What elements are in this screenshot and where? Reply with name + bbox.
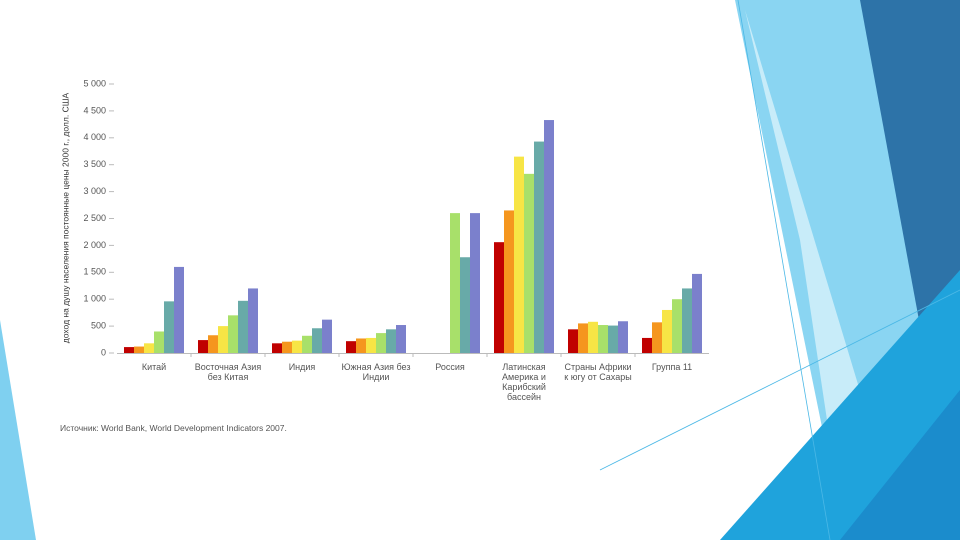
bar bbox=[218, 326, 228, 353]
bar bbox=[642, 337, 652, 353]
bar bbox=[568, 329, 578, 353]
x-tick-label: Индия bbox=[288, 362, 316, 372]
x-tick-label: Страны Африки к югу от Сахары bbox=[564, 362, 632, 382]
bar bbox=[618, 321, 628, 353]
bar bbox=[504, 210, 514, 353]
y-axis-title: доход на душу населения постоянные цены … bbox=[60, 92, 70, 343]
bar bbox=[534, 141, 544, 353]
bar bbox=[134, 346, 144, 353]
bar bbox=[366, 337, 376, 353]
y-tick-label: 3 000 bbox=[83, 186, 106, 196]
bar bbox=[386, 329, 396, 353]
bar bbox=[322, 319, 332, 353]
y-tick-label: 1 500 bbox=[83, 267, 106, 277]
x-tick-label: Группа 11 bbox=[651, 362, 693, 372]
bar bbox=[312, 328, 322, 353]
bar bbox=[682, 288, 692, 353]
bar bbox=[302, 335, 312, 353]
deco-shape bbox=[0, 320, 36, 540]
bar bbox=[238, 300, 248, 353]
y-tick-label: 3 500 bbox=[83, 159, 106, 169]
bar bbox=[292, 340, 302, 353]
bar bbox=[608, 325, 618, 353]
x-tick-label: Россия bbox=[435, 362, 465, 372]
bar bbox=[174, 266, 184, 353]
bar bbox=[470, 213, 480, 353]
x-tick-label: Восточная Азия без Китая bbox=[194, 362, 262, 382]
bar bbox=[248, 288, 258, 353]
bar bbox=[376, 333, 386, 353]
y-tick-label: 2 000 bbox=[83, 240, 106, 250]
deco-line bbox=[737, 0, 831, 540]
x-tick-label: Китай bbox=[141, 362, 167, 372]
x-tick-label: Южная Азия без Индии bbox=[341, 362, 411, 382]
y-tick-label: 2 500 bbox=[83, 213, 106, 223]
bar bbox=[356, 338, 366, 353]
y-tick-label: 5 000 bbox=[83, 78, 106, 88]
bar bbox=[524, 173, 534, 353]
bar bbox=[208, 335, 218, 353]
y-tick-label: 4 500 bbox=[83, 105, 106, 115]
bar bbox=[588, 321, 598, 353]
bar bbox=[228, 315, 238, 353]
y-tick-label: 0 bbox=[101, 347, 106, 357]
deco-line bbox=[599, 289, 960, 471]
y-tick-label: 500 bbox=[91, 320, 106, 330]
bar bbox=[346, 341, 356, 353]
x-tick-label: Латинская Америка и Карибский бассейн bbox=[502, 362, 546, 402]
bar bbox=[144, 343, 154, 353]
bar bbox=[494, 242, 504, 353]
bar bbox=[272, 343, 282, 353]
bar bbox=[598, 325, 608, 353]
bar bbox=[450, 213, 460, 353]
bar bbox=[164, 301, 174, 353]
bar bbox=[282, 341, 292, 353]
bar bbox=[124, 347, 134, 353]
bar bbox=[672, 299, 682, 353]
bar bbox=[652, 322, 662, 353]
y-tick-label: 1 000 bbox=[83, 294, 106, 304]
bar bbox=[198, 340, 208, 353]
bar bbox=[544, 120, 554, 354]
bar bbox=[396, 325, 406, 353]
bar bbox=[514, 156, 524, 353]
bar bbox=[692, 273, 702, 353]
bar bbox=[662, 309, 672, 353]
deco-shape bbox=[840, 390, 960, 540]
source-note: Источник: World Bank, World Development … bbox=[60, 423, 287, 433]
bar bbox=[154, 331, 164, 353]
bar bbox=[460, 257, 470, 353]
bar bbox=[578, 323, 588, 353]
y-tick-label: 4 000 bbox=[83, 132, 106, 142]
